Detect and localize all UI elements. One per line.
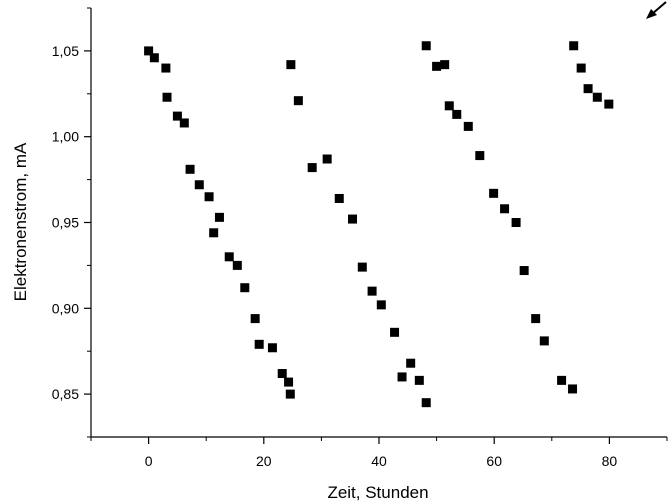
y-tick-label: 0,85 [52,386,79,402]
data-point [569,41,579,51]
data-point [179,118,189,128]
data-point [254,339,264,349]
data-point [277,369,287,379]
y-tick-label: 1,00 [52,129,79,145]
data-point [357,262,367,272]
data-point [232,260,242,270]
data-point [334,193,344,203]
x-tick-label: 0 [145,453,153,469]
data-point [240,283,250,293]
x-axis-title: Zeit, Stunden [327,483,428,502]
data-point [414,375,424,385]
data-points [144,41,614,408]
y-axis-title: Elektronenstrom, mA [11,142,30,301]
y-tick-label: 0,95 [52,215,79,231]
data-point [209,228,219,238]
data-point [444,101,454,111]
y-tick-label: 0,90 [52,300,79,316]
data-point [214,212,224,222]
data-point [224,252,234,262]
data-point [531,314,541,324]
data-point [432,61,442,71]
data-point [162,92,172,102]
y-tick-label: 1,05 [52,43,79,59]
data-point [397,372,407,382]
data-point [194,180,204,190]
data-point [592,92,602,102]
data-point [475,151,485,161]
data-point [149,53,159,63]
data-point [519,266,529,276]
data-point [406,358,416,368]
data-point [576,63,586,73]
data-point [307,163,317,173]
data-point [348,214,358,224]
data-point [463,121,473,131]
data-point [568,384,578,394]
data-point [421,398,431,408]
data-point [284,377,294,387]
x-tick-label: 60 [486,453,502,469]
data-point [452,109,462,119]
data-point [185,164,195,174]
data-point [322,154,332,164]
data-point [539,336,549,346]
data-point [421,41,431,51]
data-point [286,60,296,70]
data-point [583,84,593,94]
data-point [489,188,499,198]
data-point [500,204,510,214]
data-point [250,314,260,324]
data-point [390,327,400,337]
data-point [267,343,277,353]
data-point [376,300,386,310]
data-point [440,60,450,70]
tick-labels: 0 20 40 60 80 0,85 0,90 0,95 1,00 1,05 [52,43,618,469]
data-point [161,63,171,73]
data-point [144,46,154,56]
data-point [285,389,295,399]
data-point [511,218,521,227]
data-point [604,99,614,109]
data-point [172,111,182,121]
arrow-icon [646,1,667,19]
x-tick-label: 80 [602,453,618,469]
x-tick-label: 40 [371,453,387,469]
x-tick-label: 20 [256,453,272,469]
data-point [557,375,567,385]
ticks [84,7,668,444]
data-point [293,96,303,106]
data-point [367,286,377,296]
data-point [204,192,214,202]
